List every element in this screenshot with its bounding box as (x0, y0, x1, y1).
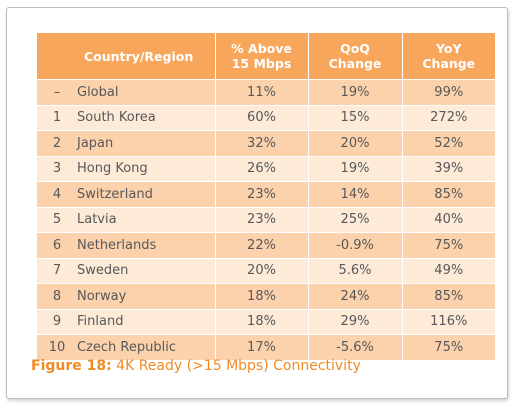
qoq-cell: 25% (307, 206, 402, 233)
qoq-cell: 24% (307, 283, 402, 309)
country-cell: 4 Switzerland (37, 181, 215, 207)
country-name: Hong Kong (77, 161, 148, 177)
header-pct-line2: 15 Mbps (231, 56, 292, 71)
pct-cell: 32% (214, 130, 308, 156)
country-cell: 3 Hong Kong (37, 155, 215, 182)
country-cell: 9 Finland (37, 308, 215, 335)
pct-cell: 22% (214, 232, 308, 258)
table-row: 8 Norway 18% 24% 85% (37, 283, 495, 309)
connectivity-table: Country/Region % Above 15 Mbps QoQ Chang… (37, 33, 495, 360)
country-name: Switzerland (77, 186, 153, 202)
rank-cell: 2 (52, 135, 62, 151)
table-row: 1 South Korea 60% 15% 272% (37, 104, 495, 131)
country-name: Sweden (77, 263, 129, 279)
yoy-cell: 75% (401, 334, 495, 360)
qoq-cell: 19% (307, 79, 402, 105)
rank-cell: 3 (52, 161, 62, 177)
header-country: Country/Region (37, 33, 215, 80)
country-cell: 5 Latvia (37, 206, 215, 233)
country-name: Norway (77, 288, 127, 304)
table-header-row: Country/Region % Above 15 Mbps QoQ Chang… (37, 33, 495, 80)
yoy-cell: 116% (401, 308, 495, 335)
country-name: Finland (77, 314, 124, 330)
country-cell: 10 Czech Republic (37, 334, 215, 360)
rank-cell: 10 (48, 339, 66, 355)
figure-label: Figure 18: (31, 358, 112, 374)
country-cell: 2 Japan (37, 130, 215, 156)
qoq-cell: 15% (307, 104, 402, 131)
table-row: 5 Latvia 23% 25% 40% (37, 206, 495, 233)
header-pct-line1: % Above (231, 41, 292, 56)
yoy-cell: 52% (401, 130, 495, 156)
header-qoq-line1: QoQ (340, 41, 370, 56)
qoq-cell: -5.6% (307, 334, 402, 360)
yoy-cell: 75% (401, 232, 495, 258)
country-cell: 1 South Korea (37, 104, 215, 131)
rank-cell: 6 (52, 237, 62, 253)
table-row: 9 Finland 18% 29% 116% (37, 308, 495, 335)
pct-cell: 23% (214, 181, 308, 207)
qoq-cell: 19% (307, 155, 402, 182)
yoy-cell: 40% (401, 206, 495, 233)
country-name: Netherlands (77, 237, 157, 253)
header-yoy-line1: YoY (435, 41, 462, 56)
rank-cell: – (53, 84, 61, 100)
table-row: 2 Japan 32% 20% 52% (37, 130, 495, 156)
table-row: 10 Czech Republic 17% -5.6% 75% (37, 334, 495, 360)
pct-cell: 17% (214, 334, 308, 360)
qoq-cell: 29% (307, 308, 402, 335)
pct-cell: 18% (214, 308, 308, 335)
country-name: South Korea (77, 110, 156, 126)
table-row: 6 Netherlands 22% -0.9% 75% (37, 232, 495, 258)
yoy-cell: 49% (401, 257, 495, 284)
country-name: Czech Republic (77, 339, 176, 355)
yoy-cell: 272% (401, 104, 495, 131)
table-row: 4 Switzerland 23% 14% 85% (37, 181, 495, 207)
pct-cell: 26% (214, 155, 308, 182)
pct-cell: 20% (214, 257, 308, 284)
yoy-cell: 85% (401, 283, 495, 309)
country-cell: – Global (37, 79, 215, 105)
country-cell: 8 Norway (37, 283, 215, 309)
header-qoq-line2: Change (328, 56, 382, 71)
figure-title: 4K Ready (>15 Mbps) Connectivity (111, 358, 361, 374)
table-row: 7 Sweden 20% 5.6% 49% (37, 257, 495, 284)
pct-cell: 11% (214, 79, 308, 105)
header-qoq: QoQ Change (307, 33, 402, 80)
qoq-cell: 5.6% (307, 257, 402, 284)
country-name: Global (77, 84, 119, 100)
pct-cell: 18% (214, 283, 308, 309)
qoq-cell: -0.9% (307, 232, 402, 258)
figure-frame: Country/Region % Above 15 Mbps QoQ Chang… (6, 7, 508, 399)
header-yoy: YoY Change (401, 33, 495, 80)
rank-cell: 7 (52, 263, 62, 279)
rank-cell: 5 (52, 212, 62, 228)
yoy-cell: 85% (401, 181, 495, 207)
figure-caption: Figure 18: 4K Ready (>15 Mbps) Connectiv… (31, 358, 361, 374)
yoy-cell: 39% (401, 155, 495, 182)
country-name: Latvia (77, 212, 117, 228)
pct-cell: 23% (214, 206, 308, 233)
pct-cell: 60% (214, 104, 308, 131)
header-country-label: Country/Region (84, 48, 194, 64)
header-pct-above: % Above 15 Mbps (214, 33, 308, 80)
country-cell: 6 Netherlands (37, 232, 215, 258)
table-row: 3 Hong Kong 26% 19% 39% (37, 155, 495, 182)
rank-cell: 9 (52, 314, 62, 330)
qoq-cell: 14% (307, 181, 402, 207)
rank-cell: 1 (52, 110, 62, 126)
qoq-cell: 20% (307, 130, 402, 156)
header-yoy-line2: Change (422, 56, 476, 71)
rank-cell: 4 (52, 186, 62, 202)
country-name: Japan (77, 135, 114, 151)
yoy-cell: 99% (401, 79, 495, 105)
table-row: – Global 11% 19% 99% (37, 79, 495, 105)
rank-cell: 8 (52, 288, 62, 304)
country-cell: 7 Sweden (37, 257, 215, 284)
